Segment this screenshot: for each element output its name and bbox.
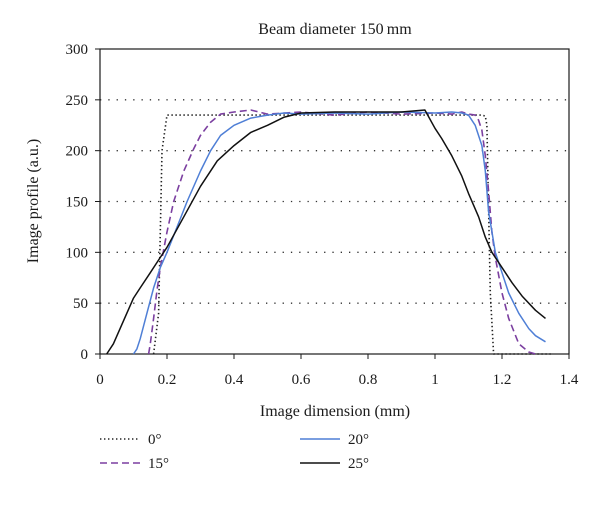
y-tick-label-4: 200	[66, 144, 89, 160]
legend-label-0: 0°	[148, 432, 162, 448]
y-tick-label-0: 0	[81, 347, 89, 363]
series-lines	[106, 109, 553, 355]
legend-label-2: 20°	[348, 432, 369, 448]
legend-label-1: 15°	[148, 456, 169, 472]
y-tick-label-3: 150	[66, 195, 89, 211]
x-tick-label-0: 0	[96, 372, 104, 388]
y-axis-title: Image profile (a.u.)	[25, 139, 42, 263]
y-tick-label-2: 100	[66, 245, 89, 261]
x-tick-label-3: 0.6	[292, 372, 311, 388]
x-tick-label-2: 0.4	[225, 372, 244, 388]
y-tick-label-5: 250	[66, 93, 89, 109]
y-tick-label-6: 300	[66, 42, 89, 58]
x-tick-label-6: 1.2	[493, 372, 512, 388]
x-tick-label-1: 0.2	[158, 372, 177, 388]
series-line-1	[147, 109, 536, 355]
legend: 0° 15° 20° 25°	[100, 432, 369, 472]
legend-label-3: 25°	[348, 456, 369, 472]
chart-title: Beam diameter 150 mm	[258, 21, 412, 38]
axis-ticks: 0 50 100 150 200 250 300 0 0.2 0.4 0.6 0.8 1 1.2 1.4	[66, 42, 579, 388]
series-line-3	[106, 109, 546, 355]
x-axis-title: Image dimension (mm)	[260, 403, 410, 420]
x-tick-label-5: 1	[431, 372, 439, 388]
x-tick-label-7: 1.4	[560, 372, 579, 388]
x-tick-label-4: 0.8	[359, 372, 378, 388]
series-line-2	[132, 111, 546, 355]
y-tick-label-1: 50	[73, 296, 88, 312]
